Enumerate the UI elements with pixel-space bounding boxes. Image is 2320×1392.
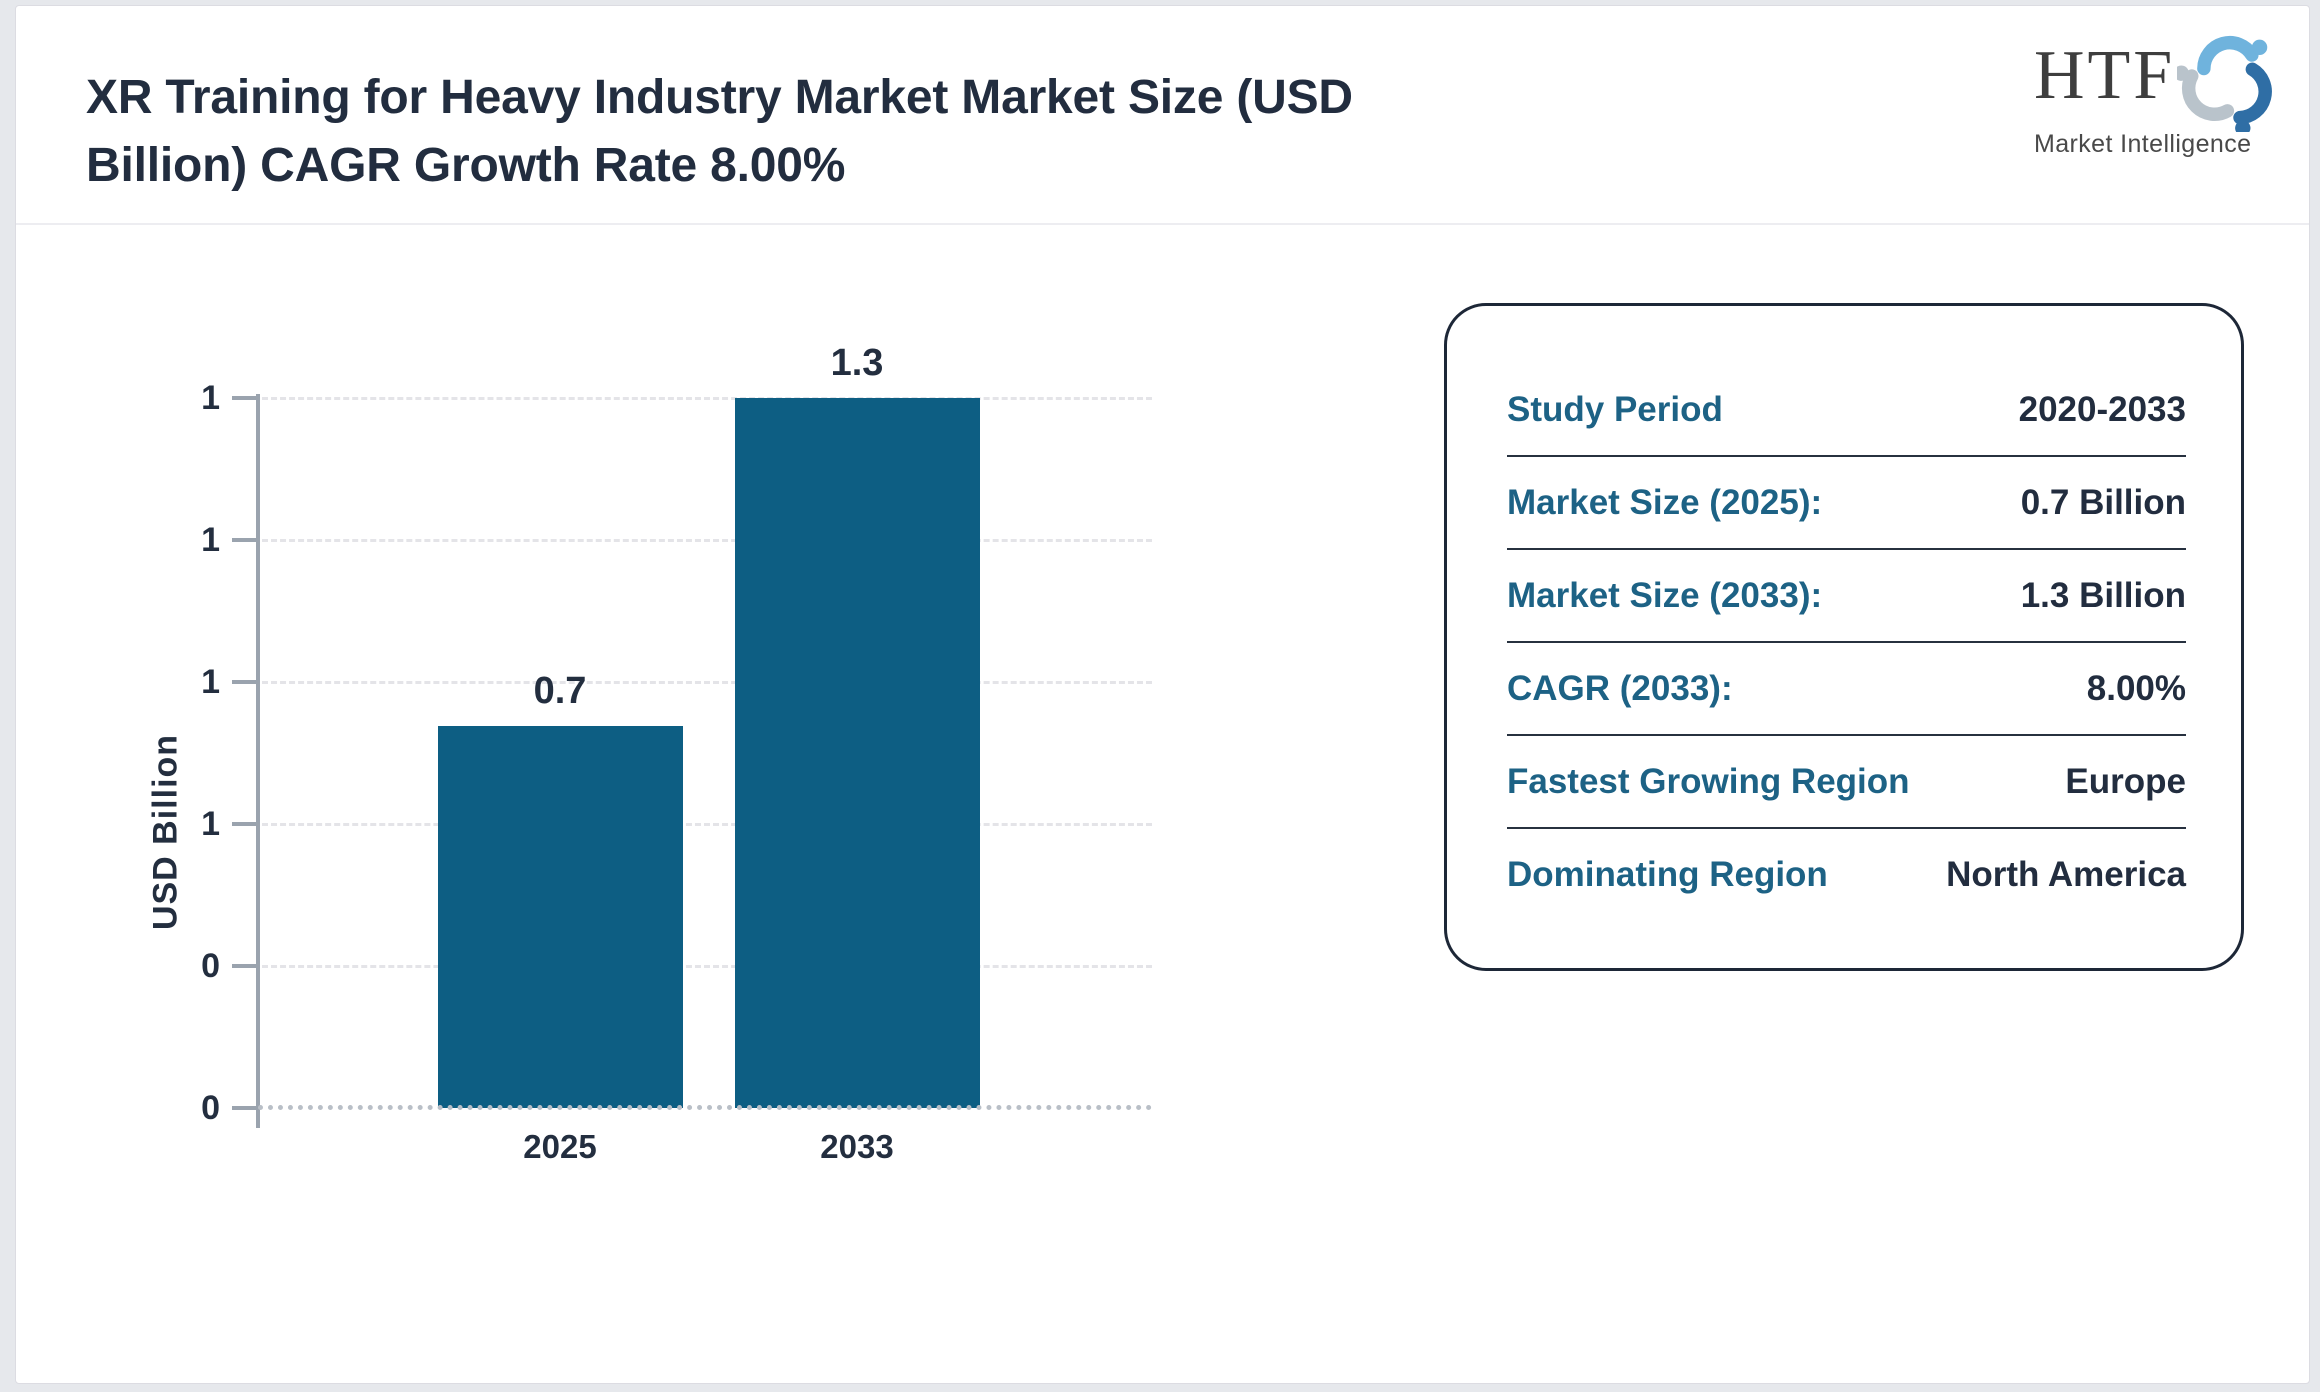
panel-row-value: North America — [1946, 854, 2186, 894]
y-tick-label: 0 — [201, 1089, 220, 1127]
logo-swirl-icon — [2177, 36, 2273, 132]
gridline — [262, 681, 1152, 684]
y-tick-mark — [232, 680, 258, 684]
panel-row-label: CAGR (2033): — [1507, 668, 1733, 708]
y-tick-label: 1 — [201, 521, 220, 559]
panel-row-value: 2020-2033 — [2018, 389, 2186, 429]
bar-2033 — [734, 398, 980, 1108]
panel-row-label: Study Period — [1507, 389, 1723, 429]
logo-subtitle: Market Intelligence — [2034, 130, 2252, 158]
bar-value-label: 1.3 — [830, 342, 884, 384]
summary-panel: Study Period 2020-2033 Market Size (2025… — [1444, 303, 2244, 971]
y-tick-label: 1 — [201, 663, 220, 701]
y-tick-label: 1 — [201, 379, 220, 417]
gridline — [262, 965, 1152, 968]
panel-row-value: 1.3 Billion — [2020, 575, 2186, 615]
panel-row-market-size-2033: Market Size (2033): 1.3 Billion — [1507, 550, 2186, 643]
panel-row-label: Market Size (2025): — [1507, 482, 1823, 522]
y-tick-mark — [232, 1106, 258, 1110]
panel-row-value: Europe — [2065, 761, 2186, 801]
x-tick-label-2033: 2033 — [820, 1128, 894, 1165]
gridline — [262, 539, 1152, 542]
gridline — [262, 823, 1152, 826]
y-axis-line — [256, 394, 260, 1128]
bar-value-label: 0.7 — [533, 669, 587, 712]
htf-logo: HTF Market Intelligence — [2034, 26, 2274, 159]
panel-row-fastest-growing-region: Fastest Growing Region Europe — [1507, 736, 2186, 829]
panel-row-label: Fastest Growing Region — [1507, 761, 1910, 801]
bar-chart: USD Billion 2025 2033 1 1 1 1 0 0 0.7 1.3 — [16, 6, 2309, 1383]
y-tick-mark — [232, 396, 258, 400]
x-axis-baseline — [258, 1105, 1152, 1110]
logo-acronym: HTF — [2034, 37, 2176, 114]
panel-row-cagr: CAGR (2033): 8.00% — [1507, 643, 2186, 736]
panel-row-label: Market Size (2033): — [1507, 575, 1823, 615]
panel-row-label: Dominating Region — [1507, 854, 1828, 894]
y-tick-mark — [232, 538, 258, 542]
panel-row-market-size-2025: Market Size (2025): 0.7 Billion — [1507, 457, 2186, 550]
header-divider — [16, 223, 2309, 225]
y-tick-label: 0 — [201, 947, 220, 985]
panel-row-value: 0.7 Billion — [2020, 482, 2186, 522]
x-tick-label-2025: 2025 — [523, 1128, 597, 1165]
page-title: XR Training for Heavy Industry Market Ma… — [86, 71, 1353, 193]
y-tick-label: 1 — [201, 805, 220, 843]
y-tick-mark — [232, 964, 258, 968]
y-tick-mark — [232, 822, 258, 826]
gridline — [262, 397, 1152, 400]
panel-row-value: 8.00% — [2086, 668, 2186, 708]
bar-2025 — [437, 725, 683, 1108]
panel-row-dominating-region: Dominating Region North America — [1507, 829, 2186, 920]
report-card: XR Training for Heavy Industry Market Ma… — [15, 5, 2310, 1384]
panel-row-study-period: Study Period 2020-2033 — [1507, 364, 2186, 457]
